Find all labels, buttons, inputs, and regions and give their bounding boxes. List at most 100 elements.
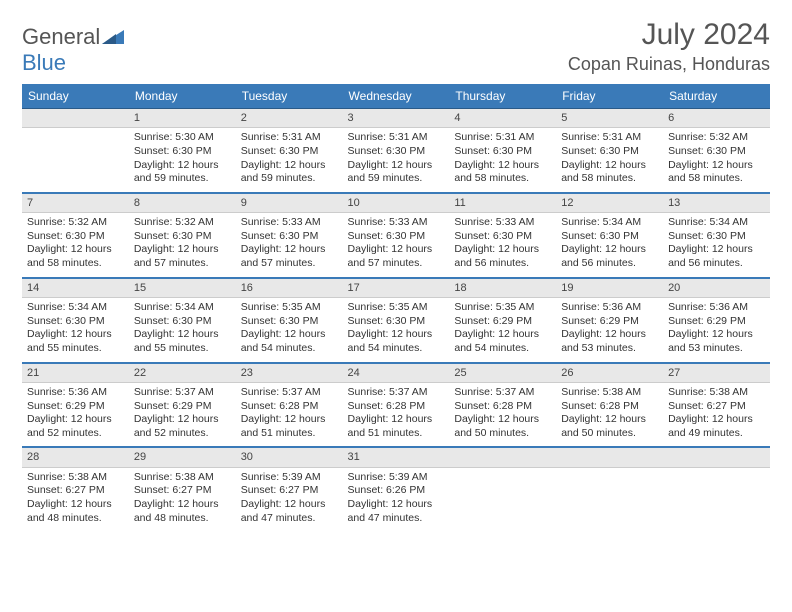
calendar-head: SundayMondayTuesdayWednesdayThursdayFrid…: [22, 84, 770, 109]
weekday-header: Saturday: [663, 84, 770, 109]
calendar-cell: 7Sunrise: 5:32 AMSunset: 6:30 PMDaylight…: [22, 193, 129, 278]
calendar-cell: [449, 447, 556, 531]
day-number: [22, 109, 129, 128]
calendar-cell: 26Sunrise: 5:38 AMSunset: 6:28 PMDayligh…: [556, 363, 663, 448]
calendar-cell: 13Sunrise: 5:34 AMSunset: 6:30 PMDayligh…: [663, 193, 770, 278]
weekday-header: Sunday: [22, 84, 129, 109]
calendar-table: SundayMondayTuesdayWednesdayThursdayFrid…: [22, 84, 770, 531]
day-number: 4: [449, 109, 556, 128]
calendar-cell: 21Sunrise: 5:36 AMSunset: 6:29 PMDayligh…: [22, 363, 129, 448]
logo-word2: Blue: [22, 50, 66, 75]
calendar-cell: 29Sunrise: 5:38 AMSunset: 6:27 PMDayligh…: [129, 447, 236, 531]
day-number: 11: [449, 194, 556, 213]
calendar-week: 1Sunrise: 5:30 AMSunset: 6:30 PMDaylight…: [22, 109, 770, 193]
weekday-row: SundayMondayTuesdayWednesdayThursdayFrid…: [22, 84, 770, 109]
day-number: 21: [22, 364, 129, 383]
day-body: Sunrise: 5:38 AMSunset: 6:27 PMDaylight:…: [22, 468, 129, 532]
day-number: [556, 448, 663, 467]
weekday-header: Wednesday: [343, 84, 450, 109]
day-body: Sunrise: 5:34 AMSunset: 6:30 PMDaylight:…: [129, 298, 236, 362]
calendar-cell: 6Sunrise: 5:32 AMSunset: 6:30 PMDaylight…: [663, 109, 770, 193]
day-number: 17: [343, 279, 450, 298]
day-body: Sunrise: 5:31 AMSunset: 6:30 PMDaylight:…: [449, 128, 556, 192]
day-body: [449, 468, 556, 526]
day-number: 22: [129, 364, 236, 383]
day-number: 5: [556, 109, 663, 128]
calendar-cell: [556, 447, 663, 531]
calendar-body: 1Sunrise: 5:30 AMSunset: 6:30 PMDaylight…: [22, 109, 770, 532]
calendar-cell: 20Sunrise: 5:36 AMSunset: 6:29 PMDayligh…: [663, 278, 770, 363]
page-title: July 2024: [568, 18, 770, 52]
calendar-cell: 23Sunrise: 5:37 AMSunset: 6:28 PMDayligh…: [236, 363, 343, 448]
calendar-week: 21Sunrise: 5:36 AMSunset: 6:29 PMDayligh…: [22, 363, 770, 448]
day-body: Sunrise: 5:37 AMSunset: 6:28 PMDaylight:…: [449, 383, 556, 447]
day-number: 26: [556, 364, 663, 383]
calendar-cell: 30Sunrise: 5:39 AMSunset: 6:27 PMDayligh…: [236, 447, 343, 531]
day-number: [449, 448, 556, 467]
day-body: Sunrise: 5:38 AMSunset: 6:27 PMDaylight:…: [129, 468, 236, 532]
day-body: Sunrise: 5:39 AMSunset: 6:26 PMDaylight:…: [343, 468, 450, 532]
day-number: 19: [556, 279, 663, 298]
day-number: 24: [343, 364, 450, 383]
calendar-cell: 27Sunrise: 5:38 AMSunset: 6:27 PMDayligh…: [663, 363, 770, 448]
day-body: [556, 468, 663, 526]
calendar-cell: [22, 109, 129, 193]
day-number: 16: [236, 279, 343, 298]
calendar-cell: 8Sunrise: 5:32 AMSunset: 6:30 PMDaylight…: [129, 193, 236, 278]
calendar-week: 14Sunrise: 5:34 AMSunset: 6:30 PMDayligh…: [22, 278, 770, 363]
day-body: Sunrise: 5:30 AMSunset: 6:30 PMDaylight:…: [129, 128, 236, 192]
day-body: Sunrise: 5:34 AMSunset: 6:30 PMDaylight:…: [663, 213, 770, 277]
day-body: Sunrise: 5:35 AMSunset: 6:29 PMDaylight:…: [449, 298, 556, 362]
day-body: [663, 468, 770, 526]
day-body: Sunrise: 5:33 AMSunset: 6:30 PMDaylight:…: [236, 213, 343, 277]
calendar-cell: 1Sunrise: 5:30 AMSunset: 6:30 PMDaylight…: [129, 109, 236, 193]
day-number: 27: [663, 364, 770, 383]
day-body: [22, 128, 129, 186]
calendar-cell: 12Sunrise: 5:34 AMSunset: 6:30 PMDayligh…: [556, 193, 663, 278]
day-body: Sunrise: 5:32 AMSunset: 6:30 PMDaylight:…: [129, 213, 236, 277]
weekday-header: Friday: [556, 84, 663, 109]
day-body: Sunrise: 5:31 AMSunset: 6:30 PMDaylight:…: [556, 128, 663, 192]
calendar-cell: 15Sunrise: 5:34 AMSunset: 6:30 PMDayligh…: [129, 278, 236, 363]
day-number: 30: [236, 448, 343, 467]
day-body: Sunrise: 5:33 AMSunset: 6:30 PMDaylight:…: [343, 213, 450, 277]
day-body: Sunrise: 5:37 AMSunset: 6:29 PMDaylight:…: [129, 383, 236, 447]
weekday-header: Tuesday: [236, 84, 343, 109]
day-body: Sunrise: 5:38 AMSunset: 6:28 PMDaylight:…: [556, 383, 663, 447]
calendar-cell: 22Sunrise: 5:37 AMSunset: 6:29 PMDayligh…: [129, 363, 236, 448]
day-body: Sunrise: 5:34 AMSunset: 6:30 PMDaylight:…: [556, 213, 663, 277]
calendar-week: 28Sunrise: 5:38 AMSunset: 6:27 PMDayligh…: [22, 447, 770, 531]
day-body: Sunrise: 5:38 AMSunset: 6:27 PMDaylight:…: [663, 383, 770, 447]
day-number: 12: [556, 194, 663, 213]
logo-triangle-icon: [102, 24, 124, 49]
calendar-cell: 9Sunrise: 5:33 AMSunset: 6:30 PMDaylight…: [236, 193, 343, 278]
calendar-cell: 10Sunrise: 5:33 AMSunset: 6:30 PMDayligh…: [343, 193, 450, 278]
day-body: Sunrise: 5:37 AMSunset: 6:28 PMDaylight:…: [343, 383, 450, 447]
weekday-header: Monday: [129, 84, 236, 109]
calendar-cell: 19Sunrise: 5:36 AMSunset: 6:29 PMDayligh…: [556, 278, 663, 363]
calendar-cell: 3Sunrise: 5:31 AMSunset: 6:30 PMDaylight…: [343, 109, 450, 193]
logo-word1: General: [22, 24, 100, 49]
day-body: Sunrise: 5:39 AMSunset: 6:27 PMDaylight:…: [236, 468, 343, 532]
day-number: 14: [22, 279, 129, 298]
day-number: 23: [236, 364, 343, 383]
weekday-header: Thursday: [449, 84, 556, 109]
day-body: Sunrise: 5:37 AMSunset: 6:28 PMDaylight:…: [236, 383, 343, 447]
calendar-cell: 14Sunrise: 5:34 AMSunset: 6:30 PMDayligh…: [22, 278, 129, 363]
calendar-cell: [663, 447, 770, 531]
day-number: 6: [663, 109, 770, 128]
day-body: Sunrise: 5:33 AMSunset: 6:30 PMDaylight:…: [449, 213, 556, 277]
day-number: 9: [236, 194, 343, 213]
day-number: 18: [449, 279, 556, 298]
calendar-cell: 17Sunrise: 5:35 AMSunset: 6:30 PMDayligh…: [343, 278, 450, 363]
day-body: Sunrise: 5:36 AMSunset: 6:29 PMDaylight:…: [556, 298, 663, 362]
day-number: 1: [129, 109, 236, 128]
day-number: 31: [343, 448, 450, 467]
day-body: Sunrise: 5:32 AMSunset: 6:30 PMDaylight:…: [22, 213, 129, 277]
day-body: Sunrise: 5:34 AMSunset: 6:30 PMDaylight:…: [22, 298, 129, 362]
day-number: 25: [449, 364, 556, 383]
location-text: Copan Ruinas, Honduras: [568, 54, 770, 75]
calendar-cell: 2Sunrise: 5:31 AMSunset: 6:30 PMDaylight…: [236, 109, 343, 193]
day-number: 29: [129, 448, 236, 467]
calendar-cell: 28Sunrise: 5:38 AMSunset: 6:27 PMDayligh…: [22, 447, 129, 531]
